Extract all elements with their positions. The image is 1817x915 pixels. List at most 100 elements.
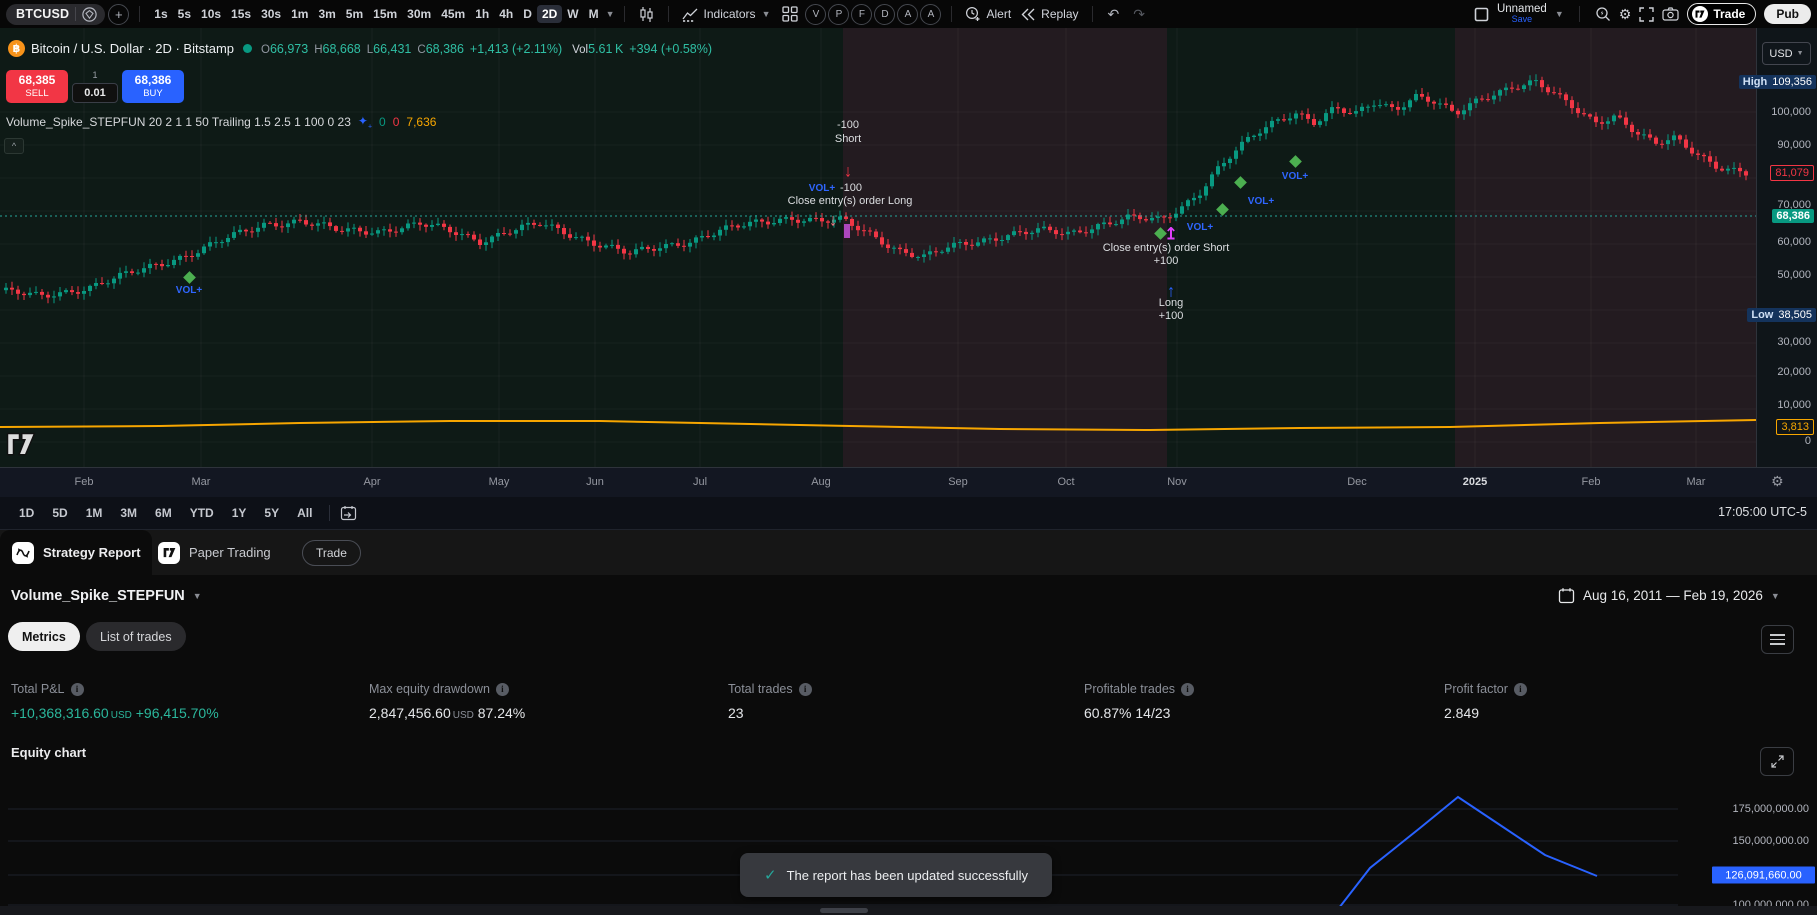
timeframe-button-45m[interactable]: 45m — [441, 7, 466, 21]
timeframe-button-10s[interactable]: 10s — [201, 7, 222, 21]
settings-gear-icon[interactable]: ⚙ — [1618, 5, 1632, 22]
strategy-sparkle-icon[interactable]: ✦+ — [357, 114, 373, 131]
time-axis-month: Nov — [1167, 476, 1187, 488]
paper-trading-icon — [158, 541, 180, 564]
quick-button-a-5[interactable]: A — [920, 3, 942, 25]
save-link[interactable]: Save — [1511, 14, 1533, 24]
symbol-flag-icon[interactable] — [82, 6, 97, 22]
collapse-pane-button[interactable]: ^ — [4, 138, 24, 154]
info-icon[interactable]: i — [798, 682, 812, 696]
timeframe-button-15s[interactable]: 15s — [231, 7, 252, 21]
currency-dropdown[interactable]: USD ▼ — [1762, 42, 1811, 65]
timeframe-button-D[interactable]: D — [523, 7, 532, 21]
timeframe-button-15m[interactable]: 15m — [373, 7, 398, 21]
publish-button[interactable]: Pub — [1764, 4, 1811, 24]
chevron-down-icon: ▼ — [1770, 590, 1780, 601]
range-button-1m[interactable]: 1M — [85, 506, 103, 520]
alert-button[interactable]: Alert — [961, 6, 1015, 22]
layout-grid-button[interactable] — [778, 6, 802, 22]
strategy-status-row[interactable]: Volume_Spike_STEPFUN 20 2 1 1 50 Trailin… — [6, 114, 436, 130]
quick-button-d-3[interactable]: D — [874, 3, 896, 25]
range-button-6m[interactable]: 6M — [155, 506, 172, 520]
open-value: 66,973 — [269, 42, 309, 56]
range-button-3m[interactable]: 3M — [120, 506, 138, 520]
divider — [623, 6, 625, 22]
info-icon[interactable]: i — [70, 682, 84, 696]
range-button-5d[interactable]: 5D — [52, 506, 68, 520]
chevron-down-icon[interactable]: ▼ — [605, 9, 615, 19]
timeframe-button-1m[interactable]: 1m — [291, 7, 309, 21]
timeframe-button-4h[interactable]: 4h — [499, 7, 514, 21]
sell-button[interactable]: 68,385 SELL — [6, 70, 68, 103]
go-to-date-icon[interactable] — [340, 505, 357, 521]
buy-button[interactable]: 68,386 BUY — [122, 70, 184, 103]
close-label: C — [417, 44, 426, 56]
add-symbol-button[interactable]: + — [108, 3, 130, 25]
tab-trade-button[interactable]: Trade — [302, 540, 361, 566]
layout-name-button[interactable]: Unnamed Save — [1497, 3, 1547, 24]
symbol-title[interactable]: Bitcoin / U.S. Dollar · 2D · Bitstamp — [31, 41, 234, 56]
report-date-range[interactable]: Aug 16, 2011 — Feb 19, 2026 ▼ — [1558, 587, 1780, 604]
timeframe-button-30m[interactable]: 30m — [407, 7, 432, 21]
camera-snapshot-icon[interactable] — [1662, 7, 1679, 21]
timeframe-button-2D[interactable]: 2D — [536, 5, 563, 23]
quick-button-a-4[interactable]: A — [897, 3, 919, 25]
timeframe-button-1s[interactable]: 1s — [154, 7, 168, 21]
metric-max-equity-drawdown: Max equity drawdown i 2,847,456.60 USD 87.… — [369, 682, 525, 721]
timeframe-button-5s[interactable]: 5s — [177, 7, 192, 21]
report-title-dropdown[interactable]: Volume_Spike_STEPFUN ▼ — [11, 588, 202, 604]
clock-timezone[interactable]: 17:05:00 UTC-5 — [1718, 505, 1807, 519]
range-button-5y[interactable]: 5Y — [264, 506, 280, 520]
range-button-ytd[interactable]: YTD — [189, 506, 214, 520]
spread-widget: 1 0.01 — [68, 70, 122, 103]
info-icon[interactable]: i — [495, 682, 509, 696]
quick-button-p-1[interactable]: P — [828, 3, 850, 25]
chevron-down-icon[interactable]: ▼ — [1554, 9, 1564, 19]
price-badge: 3,813 — [1776, 419, 1814, 435]
symbol-info-row[interactable]: ฿ Bitcoin / U.S. Dollar · 2D · Bitstamp … — [8, 40, 712, 57]
view-tab-metrics[interactable]: Metrics — [8, 622, 80, 651]
chart-style-button[interactable] — [634, 6, 659, 23]
replay-button[interactable]: Replay — [1017, 7, 1082, 21]
range-button-1d[interactable]: 1D — [19, 506, 35, 520]
indicators-button[interactable]: Indicators — [678, 7, 760, 22]
timeframe-button-30s[interactable]: 30s — [261, 7, 282, 21]
timeframe-button-1h[interactable]: 1h — [475, 7, 490, 21]
timeframe-button-W[interactable]: W — [567, 7, 579, 21]
quick-button-f-2[interactable]: F — [851, 3, 873, 25]
quantity-field[interactable]: 0.01 — [72, 83, 118, 103]
timeframe-button-M[interactable]: M — [588, 7, 599, 21]
equity-curve-chart[interactable] — [0, 775, 1817, 915]
range-button-all[interactable]: All — [297, 506, 313, 520]
scrollbar-handle[interactable] — [820, 908, 868, 913]
price-tick: 100,000 — [1771, 106, 1811, 118]
view-tab-list-of-trades[interactable]: List of trades — [86, 622, 186, 651]
toast-notification: ✓ The report has been updated successful… — [740, 853, 1052, 897]
layout-select-icon[interactable] — [1474, 7, 1489, 22]
quick-search-icon[interactable] — [1595, 6, 1611, 22]
range-button-1y[interactable]: 1Y — [231, 506, 247, 520]
chevron-down-icon[interactable]: ▼ — [761, 9, 771, 19]
bottom-resize-bar[interactable] — [0, 906, 1817, 915]
tab-strategy-report[interactable]: Strategy Report — [0, 530, 152, 575]
timeframe-button-3m[interactable]: 3m — [318, 7, 336, 21]
timeframe-button-5m[interactable]: 5m — [345, 7, 364, 21]
expand-equity-chart-button[interactable] — [1760, 747, 1794, 776]
market-status-d-icon[interactable] — [243, 44, 252, 53]
report-menu-button[interactable] — [1761, 625, 1794, 654]
candlestick-chart[interactable] — [0, 28, 1756, 467]
time-axis[interactable]: ⚙ Feb Mar Apr May Jun Jul Aug Sep Oct Nov Dec 2025 F… — [0, 467, 1817, 498]
undo-button[interactable]: ↶ — [1107, 5, 1120, 22]
fullscreen-icon[interactable] — [1639, 6, 1655, 22]
axis-settings-gear-icon[interactable]: ⚙ — [1771, 473, 1784, 489]
strategy-tester-icon — [12, 541, 34, 564]
main-chart-pane[interactable]: -100 Short -100 Close entry(s) order Long Cl… — [0, 28, 1817, 467]
trade-button[interactable]: Trade — [1687, 3, 1757, 25]
tab-paper-trading[interactable]: Paper Trading — [158, 530, 271, 575]
quick-button-v-0[interactable]: V — [805, 3, 827, 25]
redo-button[interactable]: ↷ — [1133, 5, 1145, 22]
info-icon[interactable]: i — [1181, 682, 1195, 696]
symbol-search-button[interactable]: BTCUSD — [6, 3, 106, 25]
info-icon[interactable]: i — [1513, 682, 1527, 696]
price-axis[interactable]: USD ▼ 100,000 90,000 70,000 60,000 50,000 30,… — [1738, 28, 1817, 467]
